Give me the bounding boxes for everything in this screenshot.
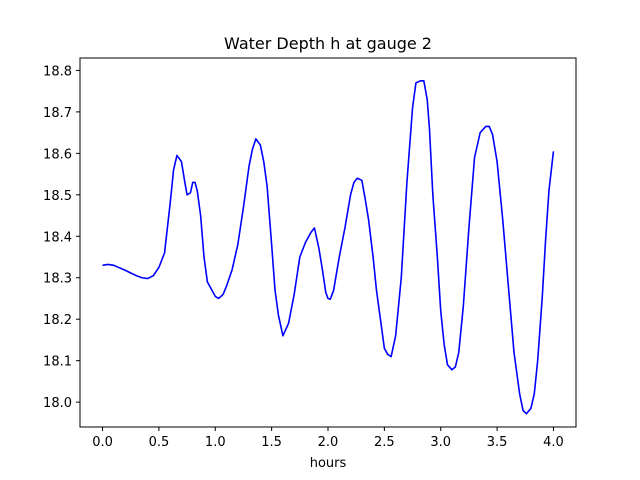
chart-title: Water Depth h at gauge 2 xyxy=(224,34,432,53)
x-tick-label: 2.5 xyxy=(374,435,395,450)
y-tick-label: 18.5 xyxy=(43,189,72,204)
y-tick-label: 18.1 xyxy=(43,355,72,370)
y-tick-label: 18.8 xyxy=(43,64,72,79)
y-tick-label: 18.0 xyxy=(43,396,72,411)
x-tick-label: 0.5 xyxy=(149,435,170,450)
x-axis-title: hours xyxy=(310,456,347,471)
x-tick-label: 2.0 xyxy=(318,435,339,450)
axes-frame xyxy=(79,57,577,428)
axis-ticks: 0.0 0.5 1.0 1.5 2.0 2.5 3.0 3.5 4.0 18.0 18.1 18.2 1… xyxy=(43,64,564,450)
plot-area xyxy=(102,80,555,415)
y-tick-label: 18.3 xyxy=(43,272,72,287)
water-depth-series-line xyxy=(102,80,555,415)
x-tick-label: 0.0 xyxy=(92,435,113,450)
x-tick-label: 4.0 xyxy=(543,435,564,450)
y-tick-label: 18.4 xyxy=(43,230,72,245)
y-tick-label: 18.7 xyxy=(43,106,72,121)
x-tick-label: 1.5 xyxy=(261,435,282,450)
x-tick-label: 1.0 xyxy=(205,435,226,450)
x-tick-label: 3.0 xyxy=(430,435,451,450)
y-tick-label: 18.6 xyxy=(43,147,72,162)
y-tick-label: 18.2 xyxy=(43,313,72,328)
x-tick-label: 3.5 xyxy=(487,435,508,450)
